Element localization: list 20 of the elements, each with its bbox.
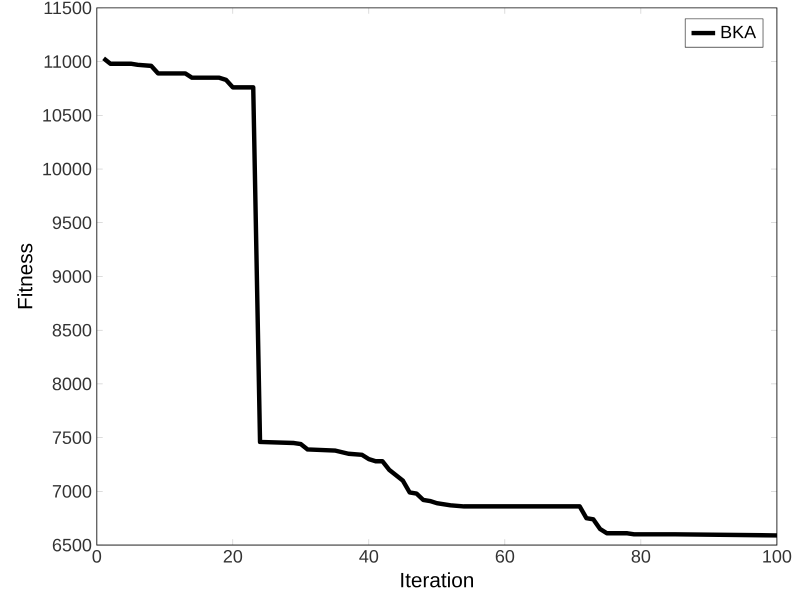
x-tick-label: 0 [92,550,102,563]
y-tick-label: 8000 [52,378,92,390]
x-tick-label: 20 [224,550,242,563]
y-tick-label: 10000 [43,162,92,176]
y-tick-label: 9500 [52,216,92,230]
x-axis-title: Iteration [401,572,473,588]
y-tick-label: 6500 [52,538,92,552]
legend-label: BKA [722,26,756,38]
y-tick-label: 9000 [52,270,92,283]
y-tick-label: 10500 [43,108,92,122]
y-tick-label: 7500 [52,431,92,444]
y-axis-title: Fitness [17,244,32,308]
x-tick-label: 80 [632,550,650,563]
y-tick-label: 11000 [44,55,92,68]
x-tick-label: 60 [496,550,514,563]
y-tick-label: 7000 [52,484,92,498]
x-tick-label: 100 [763,550,792,563]
y-tick-label: 8500 [52,324,92,337]
x-tick-label: 40 [359,550,378,563]
y-tick-label: 11500 [44,1,92,14]
